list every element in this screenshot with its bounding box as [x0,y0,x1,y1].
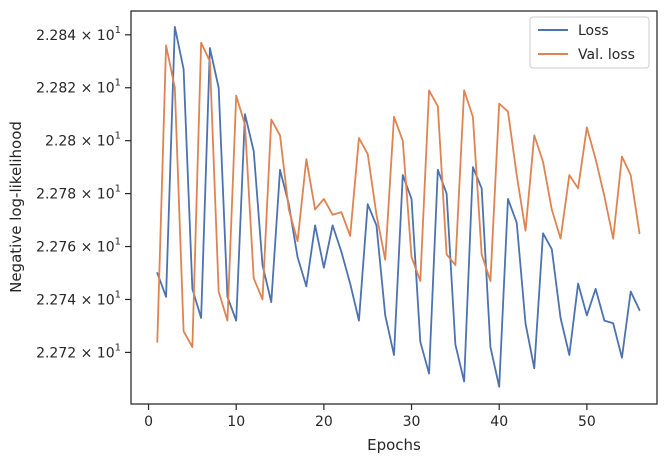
x-axis: 0 10 20 30 40 50 [144,404,596,430]
y-tick-label: 2.278 × 101 [36,184,121,203]
y-tick-mantissa: 2.272 [36,345,76,361]
y-tick-label: 2.274 × 101 [36,289,121,308]
legend-label-loss: Loss [578,23,609,39]
y-tick-base: 10 [97,187,115,203]
axes-frame [130,10,658,405]
y-tick-mantissa: 2.284 [36,28,76,44]
y-tick-base: 10 [97,240,115,256]
y-axis-title: Negative log-likelihood [7,121,25,293]
y-tick-times: × [76,28,97,44]
y-tick-base: 10 [97,81,115,97]
y-tick-exponent: 1 [115,237,121,248]
y-tick-mantissa: 2.28 [45,134,76,150]
y-tick-times: × [76,134,97,150]
y-tick-exponent: 1 [115,184,121,195]
x-tick-label: 20 [315,414,333,430]
legend-label-val-loss: Val. loss [578,47,635,63]
y-tick-mantissa: 2.274 [36,292,76,308]
legend: Loss Val. loss [529,16,650,69]
y-tick-label: 2.272 × 101 [36,342,121,361]
x-tick-label: 10 [227,414,245,430]
y-tick-base: 10 [97,292,115,308]
y-tick-mantissa: 2.276 [36,240,76,256]
y-tick-label: 2.276 × 101 [36,237,121,256]
y-tick-label: 2.284 × 101 [36,25,121,44]
y-tick-label: 2.28 × 101 [45,131,121,150]
x-tick-label: 50 [578,414,596,430]
y-tick-exponent: 1 [115,289,121,300]
y-tick-times: × [76,187,97,203]
y-tick-times: × [76,240,97,256]
y-tick-mantissa: 2.278 [36,187,76,203]
y-tick-exponent: 1 [115,25,121,36]
x-tick-label: 30 [403,414,421,430]
y-tick-exponent: 1 [115,78,121,89]
x-axis-title: Epochs [367,436,421,454]
y-tick-exponent: 1 [115,131,121,142]
y-tick-mantissa: 2.282 [36,81,76,97]
x-tick-label: 40 [490,414,508,430]
y-tick-label: 2.282 × 101 [36,78,121,97]
series-layer [156,25,641,388]
y-tick-base: 10 [97,28,115,44]
y-tick-times: × [76,81,97,97]
series-line-loss [156,25,641,388]
series-line-val-loss [156,41,641,349]
y-tick-times: × [76,345,97,361]
y-tick-exponent: 1 [115,342,121,353]
x-tick-label: 0 [144,414,153,430]
y-tick-base: 10 [97,134,115,150]
y-tick-times: × [76,292,97,308]
y-tick-base: 10 [97,345,115,361]
